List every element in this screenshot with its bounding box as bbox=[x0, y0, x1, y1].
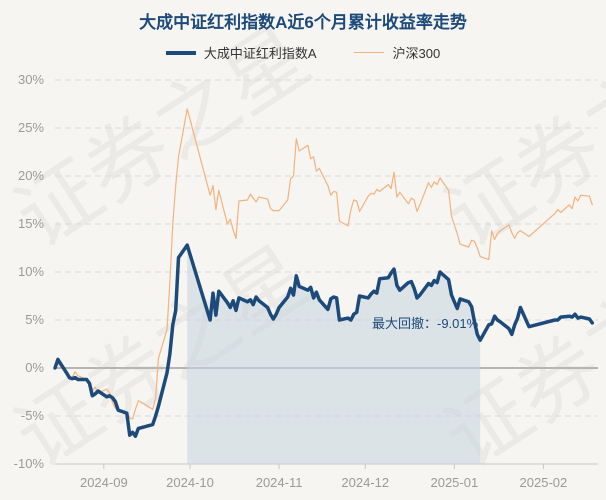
x-tick-label: 2024-12 bbox=[341, 475, 389, 490]
drawdown-area bbox=[187, 245, 481, 464]
legend-item-fund[interactable]: 大成中证红利指数A bbox=[165, 43, 317, 62]
y-tick-label: 20% bbox=[18, 168, 44, 183]
y-tick-label: -10% bbox=[14, 456, 45, 471]
y-tick-label: 25% bbox=[18, 120, 44, 135]
y-axis: 30% 25% 20% 15% 10% 5% 0% -5% -10% bbox=[14, 72, 45, 471]
y-tick-label: 0% bbox=[25, 360, 44, 375]
series-line-index bbox=[54, 108, 593, 420]
x-tick-label: 2025-01 bbox=[430, 475, 478, 490]
legend-item-index[interactable]: 沪深300 bbox=[354, 43, 440, 62]
y-tick-label: 30% bbox=[18, 72, 44, 87]
y-tick-label: 15% bbox=[18, 216, 44, 231]
legend-label-fund: 大成中证红利指数A bbox=[203, 46, 317, 61]
svg-text:证券之星: 证券之星 bbox=[0, 8, 326, 266]
legend-swatch-index bbox=[354, 52, 385, 53]
legend: 大成中证红利指数A 沪深300 bbox=[0, 43, 606, 62]
y-tick-label: 10% bbox=[18, 264, 44, 279]
x-tick-label: 2025-02 bbox=[520, 475, 568, 490]
max-drawdown-label: 最大回撤：-9.01% bbox=[372, 316, 479, 331]
x-tick-label: 2024-10 bbox=[166, 475, 214, 490]
legend-swatch-fund bbox=[165, 50, 196, 55]
y-tick-label: 5% bbox=[25, 312, 44, 327]
chart-title: 大成中证红利指数A近6个月累计收益率走势 bbox=[139, 13, 467, 32]
max-drawdown-area: 最大回撤：-9.01% bbox=[187, 245, 481, 464]
series-line-fund bbox=[53, 243, 595, 438]
x-tick-label: 2024-11 bbox=[256, 475, 303, 490]
x-tick-label: 2024-09 bbox=[80, 475, 128, 490]
x-axis: 2024-09 2024-10 2024-11 2024-12 2025-01 2025-… bbox=[55, 463, 598, 490]
series-lines bbox=[53, 108, 595, 438]
legend-label-index: 沪深300 bbox=[392, 46, 441, 61]
y-tick-label: -5% bbox=[21, 408, 45, 423]
